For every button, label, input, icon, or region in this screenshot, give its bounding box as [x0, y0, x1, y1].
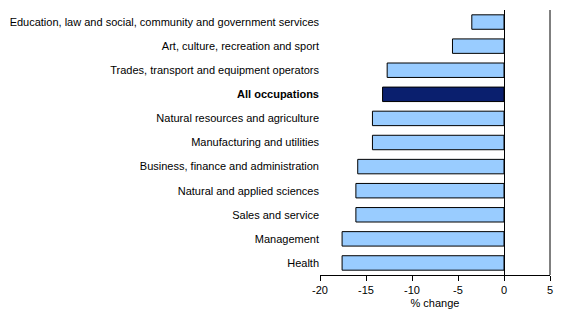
svg-text:-15: -15: [358, 284, 374, 296]
svg-text:Education, law and social, com: Education, law and social, community and…: [10, 16, 320, 28]
svg-text:All occupations: All occupations: [237, 88, 319, 100]
svg-text:Art, culture, recreation and s: Art, culture, recreation and sport: [162, 40, 319, 52]
svg-text:Trades, transport and equipmen: Trades, transport and equipment operator…: [110, 64, 319, 76]
svg-text:Health: Health: [287, 257, 319, 269]
svg-text:Sales and service: Sales and service: [232, 209, 319, 221]
svg-text:-5: -5: [453, 284, 463, 296]
svg-text:Natural resources and agricult: Natural resources and agriculture: [156, 112, 319, 124]
svg-text:5: 5: [547, 284, 553, 296]
svg-text:Natural and applied sciences: Natural and applied sciences: [178, 185, 320, 197]
svg-text:Manufacturing and utilities: Manufacturing and utilities: [191, 136, 319, 148]
svg-text:Management: Management: [255, 233, 319, 245]
svg-text:Business, finance and administ: Business, finance and administration: [140, 160, 319, 172]
svg-text:% change: % change: [411, 297, 460, 309]
svg-text:0: 0: [501, 284, 507, 296]
svg-text:-10: -10: [404, 284, 420, 296]
svg-text:-20: -20: [312, 284, 328, 296]
